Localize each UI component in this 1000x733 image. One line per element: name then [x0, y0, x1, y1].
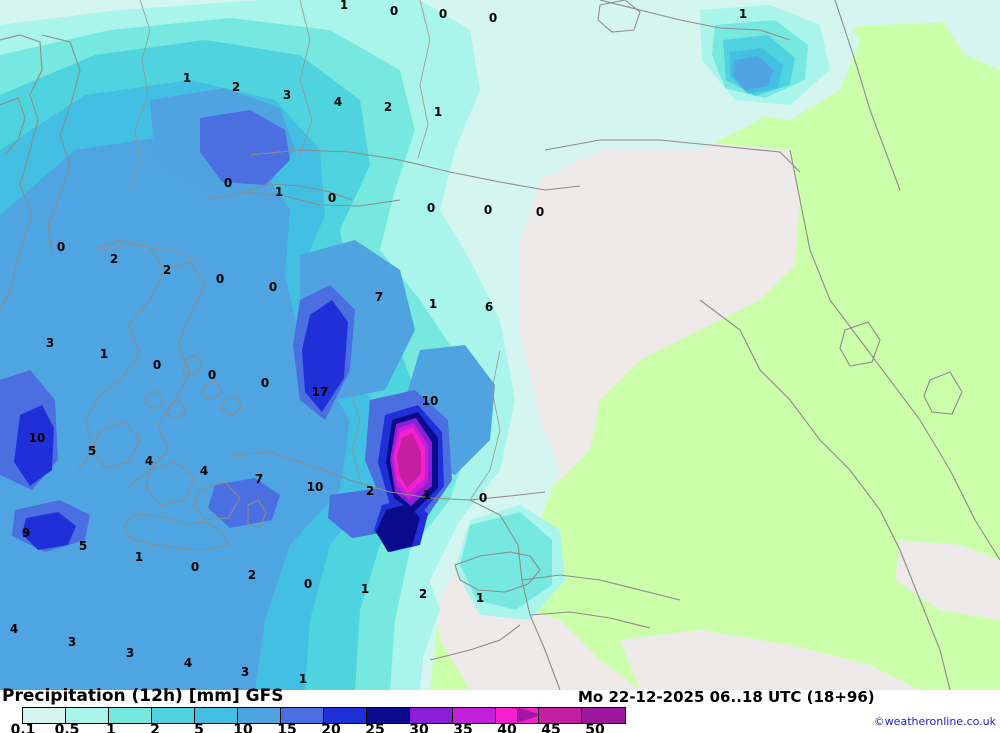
precip-value-label: 0	[426, 201, 436, 215]
nodata-region-layer	[430, 140, 1000, 690]
precip-value-label: 1	[422, 488, 432, 502]
precip-value-label: 0	[215, 272, 225, 286]
precip-value-label: 0	[483, 203, 493, 217]
precip-value-label: 1	[134, 550, 144, 564]
color-scale-tick: 5	[194, 722, 204, 733]
color-scale-tick: 30	[409, 722, 429, 733]
precip-value-label: 0	[488, 11, 498, 25]
precipitation-map[interactable]: 1 2 3 4 2 1 1 0 0 0 1 0 1 0 0 0 0 0 2 2 0 0 7 1 6 3 1 0 0 0 17 10 10 5 4 4 7…	[0, 0, 1000, 690]
color-scale-tick: 45	[541, 722, 561, 733]
precip-value-label: 5	[78, 539, 88, 553]
color-scale-tick: 15	[277, 722, 297, 733]
color-scale-swatch[interactable]	[152, 708, 195, 723]
precip-value-label: 1	[274, 185, 284, 199]
precip-value-label: 1	[360, 582, 370, 596]
precip-value-label: 1	[99, 347, 109, 361]
precip-value-label: 1	[738, 7, 748, 21]
precip-value-label: 3	[282, 88, 292, 102]
color-scale-swatch[interactable]	[238, 708, 281, 723]
precip-value-label: 7	[374, 290, 384, 304]
precip-value-label: 0	[268, 280, 278, 294]
precip-value-label: 4	[199, 464, 209, 478]
precip-value-label: 0	[478, 491, 488, 505]
color-scale-tick: 10	[233, 722, 253, 733]
precip-value-label: 2	[162, 263, 172, 277]
color-scale-tick: 2	[150, 722, 160, 733]
precip-value-label: 4	[333, 95, 343, 109]
precip-value-label: 1	[298, 672, 308, 686]
color-scale-swatch[interactable]	[195, 708, 238, 723]
color-scale-tick: 0.1	[10, 722, 36, 733]
color-scale-swatch[interactable]	[66, 708, 109, 723]
precip-value-label: 0	[190, 560, 200, 574]
precip-value-label: 10	[421, 394, 439, 408]
precip-value-label: 3	[240, 665, 250, 679]
color-scale-tick-labels: 0.1 0.5 1 2 5 10 15 20 25 30 35 40 45 50	[0, 722, 605, 733]
precip-value-label: 0	[152, 358, 162, 372]
color-scale-tick: 1	[106, 722, 116, 733]
precipitation-color-scale[interactable]	[22, 707, 626, 724]
color-scale-tick: 0.5	[54, 722, 80, 733]
color-scale-tick: 35	[453, 722, 473, 733]
precip-value-label: 0	[303, 577, 313, 591]
color-scale-swatch[interactable]	[281, 708, 324, 723]
precip-value-label: 10	[306, 480, 324, 494]
precip-value-label: 0	[389, 4, 399, 18]
color-scale-swatch[interactable]	[367, 708, 410, 723]
precip-value-label: 7	[254, 472, 264, 486]
precip-contour-fill-layer	[0, 0, 1000, 690]
precip-value-label: 2	[109, 252, 119, 266]
model-run-info: Mo 22-12-2025 06..18 UTC (18+96)	[578, 688, 875, 706]
precip-value-label: 1	[428, 297, 438, 311]
precip-value-label: 2	[418, 587, 428, 601]
precip-value-label: 10	[28, 431, 46, 445]
copyright-notice: ©weatheronline.co.uk	[873, 715, 996, 728]
precip-value-label: 0	[260, 376, 270, 390]
precip-value-label: 0	[535, 205, 545, 219]
precip-value-label: 4	[183, 656, 193, 670]
color-scale-tick: 20	[321, 722, 341, 733]
precip-value-label: 2	[231, 80, 241, 94]
precip-value-label: 0	[56, 240, 66, 254]
color-scale-swatch[interactable]	[410, 708, 453, 723]
map-canvas	[0, 0, 1000, 690]
precip-value-label: 4	[9, 622, 19, 636]
precip-value-label: 1	[433, 105, 443, 119]
coastline-layer	[0, 0, 1000, 690]
border-layer	[94, 0, 501, 501]
precip-value-label: 5	[87, 444, 97, 458]
precip-value-label: 0	[223, 176, 233, 190]
precip-value-label: 0	[327, 191, 337, 205]
scale-overflow-arrow-icon	[517, 707, 541, 723]
precip-value-label: 17	[311, 385, 329, 399]
color-scale-swatch[interactable]	[539, 708, 582, 723]
precip-value-label: 0	[438, 7, 448, 21]
precip-value-label: 9	[21, 526, 31, 540]
precip-value-label: 6	[484, 300, 494, 314]
color-scale-tick: 50	[585, 722, 605, 733]
color-scale-swatch[interactable]	[582, 708, 625, 723]
color-scale-tick: 25	[365, 722, 385, 733]
precip-value-label: 1	[339, 0, 349, 12]
color-scale-swatch[interactable]	[324, 708, 367, 723]
precip-value-label: 4	[144, 454, 154, 468]
precip-value-label: 2	[247, 568, 257, 582]
color-scale-swatch[interactable]	[109, 708, 152, 723]
precip-value-label: 2	[365, 484, 375, 498]
precip-value-label: 1	[475, 591, 485, 605]
precip-value-label: 3	[67, 635, 77, 649]
color-scale-swatch[interactable]	[453, 708, 496, 723]
color-scale-tick: 40	[497, 722, 517, 733]
precip-value-label: 0	[207, 368, 217, 382]
precip-value-label: 3	[45, 336, 55, 350]
precip-value-label: 1	[182, 71, 192, 85]
color-scale-swatch[interactable]	[23, 708, 66, 723]
map-footer: Precipitation (12h) [mm] GFS Mo 22-12-20…	[0, 686, 1000, 733]
precip-value-label: 2	[383, 100, 393, 114]
precip-value-label: 3	[125, 646, 135, 660]
map-title: Precipitation (12h) [mm] GFS	[2, 686, 284, 706]
